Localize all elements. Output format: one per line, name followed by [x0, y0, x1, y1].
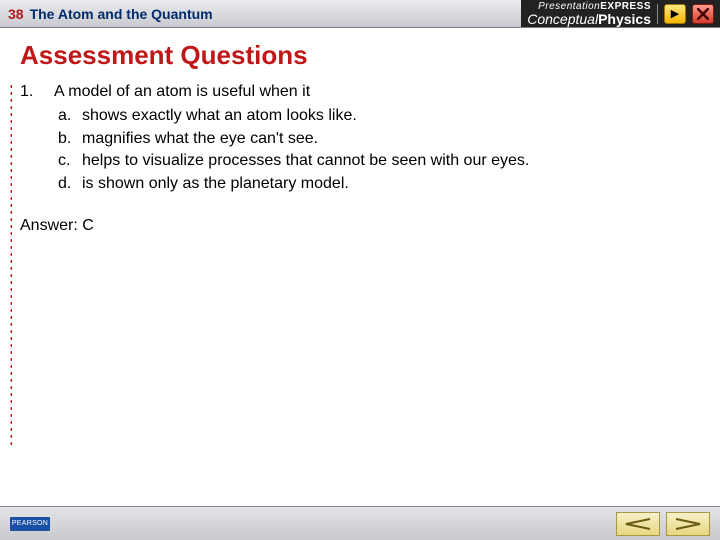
question-block: 1. A model of an atom is useful when it …: [20, 81, 700, 195]
go-button[interactable]: ▶: [664, 4, 686, 24]
question-number: 1.: [20, 81, 54, 195]
section-title: Assessment Questions: [20, 40, 700, 71]
option-letter: c.: [54, 150, 82, 172]
answer-label: Answer: C: [20, 217, 700, 235]
chapter-title: The Atom and the Quantum: [30, 6, 213, 22]
publisher-logo: PEARSON: [10, 517, 50, 531]
chapter-heading: 38 The Atom and the Quantum: [0, 0, 521, 27]
prev-button[interactable]: [616, 512, 660, 536]
dotted-rule: [10, 83, 12, 446]
option-row: b. magnifies what the eye can't see.: [54, 128, 700, 150]
divider: [657, 4, 658, 24]
option-letter: b.: [54, 128, 82, 150]
option-letter: d.: [54, 173, 82, 195]
brand-block: PresentationEXPRESS ConceptualPhysics: [527, 2, 651, 26]
question-stem: A model of an atom is useful when it: [54, 81, 700, 103]
close-icon: [697, 8, 709, 20]
chevron-left-icon: [623, 517, 653, 531]
options-list: a. shows exactly what an atom looks like…: [54, 105, 700, 195]
option-text: magnifies what the eye can't see.: [82, 128, 318, 150]
option-text: shows exactly what an atom looks like.: [82, 105, 357, 127]
content-area: Assessment Questions 1. A model of an at…: [0, 28, 720, 506]
play-icon: ▶: [671, 7, 679, 20]
close-button[interactable]: [692, 4, 714, 24]
chapter-number: 38: [8, 6, 24, 22]
question-body: A model of an atom is useful when it a. …: [54, 81, 700, 195]
option-row: d. is shown only as the planetary model.: [54, 173, 700, 195]
topbar: 38 The Atom and the Quantum Presentation…: [0, 0, 720, 28]
topbar-right: PresentationEXPRESS ConceptualPhysics ▶: [521, 0, 720, 27]
option-row: c. helps to visualize processes that can…: [54, 150, 700, 172]
brand-line2: ConceptualPhysics: [527, 12, 651, 26]
option-text: helps to visualize processes that cannot…: [82, 150, 529, 172]
slide: 38 The Atom and the Quantum Presentation…: [0, 0, 720, 540]
option-letter: a.: [54, 105, 82, 127]
chevron-right-icon: [673, 517, 703, 531]
pearson-mark: PEARSON: [10, 517, 50, 531]
option-row: a. shows exactly what an atom looks like…: [54, 105, 700, 127]
next-button[interactable]: [666, 512, 710, 536]
option-text: is shown only as the planetary model.: [82, 173, 349, 195]
footer: PEARSON: [0, 506, 720, 540]
